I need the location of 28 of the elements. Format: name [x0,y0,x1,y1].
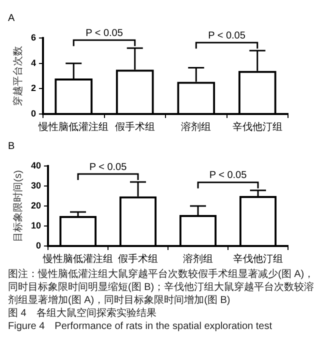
y-axis-title: 目标象限时间(s) [12,170,24,242]
x-tick-label: 溶剂组 [183,252,214,265]
y-tick-label: 2 [30,83,36,94]
annotation: P < 0.05 [209,170,248,182]
y-tick-label: 0 [30,108,36,118]
y-tick-label: 4 [30,58,36,68]
x-tick-label: 溶剂组 [181,120,212,133]
y-tick-label: 0 [36,240,42,250]
chart-title: B [8,140,15,152]
x-tick-label: 辛伐他汀组 [233,252,283,265]
x-tick-label: 假手术组 [118,252,158,265]
y-tick-label: 10 [30,220,42,230]
chart-title: A [8,12,15,24]
annotation: P < 0.05 [89,162,128,173]
x-tick-label: 辛伐他汀组 [232,120,282,133]
y-tick-label: 40 [30,160,42,170]
x-tick-label: 慢性脑低灌注组 [38,120,109,133]
annotation: P < 0.05 [208,30,246,42]
y-tick-label: 20 [30,200,42,210]
y-tick-label: 30 [30,180,42,190]
annotation: P < 0.05 [86,28,124,39]
y-axis-title: 穿越平台次数 [12,46,24,106]
text: 图注：慢性脑低灌注组大鼠穿越平台次数较假手术组显著减少(图 A)，同时目标象限时间明显缩短(图 B)；辛伐他汀组大鼠穿越平台次数较溶剂组显著增加(图 A)，同时目标象限时间增加(图 B) [8,268,316,307]
x-tick-label: 慢性脑低灌注组 [42,252,114,265]
y-tick-label: 6 [30,32,36,42]
caption: Figure 4 Performance of rats in the spatial exploration test [8,320,274,333]
caption: 图 4 各组大鼠空间探索实验结果 [8,307,158,320]
x-tick-label: 假手术组 [114,120,155,133]
